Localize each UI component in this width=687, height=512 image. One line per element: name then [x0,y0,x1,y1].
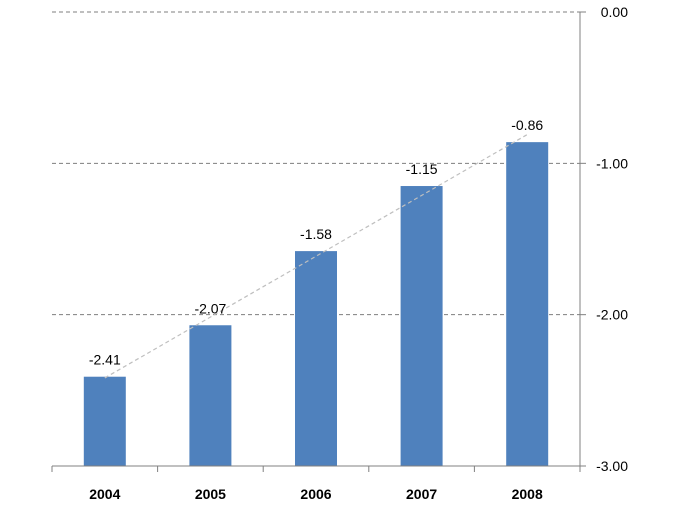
x-tick-labels: 2004 2005 2006 2007 2008 [89,486,543,502]
bar-2006 [295,251,337,466]
data-label: -2.41 [89,352,121,368]
x-tick-label: 2007 [406,486,437,502]
x-tick-label: 2005 [195,486,226,502]
axes [51,11,586,472]
gridlines [52,11,580,316]
y-tick-label: -3.00 [596,458,628,474]
bar-2007 [400,186,443,467]
data-labels: -2.41 -2.07 -1.58 -1.15 -0.86 [89,117,544,368]
trendline-group [104,134,528,379]
data-label: -0.86 [511,117,543,133]
y-tick-labels: 0.00 -1.00 -2.00 -3.00 [596,4,628,474]
trendline [104,134,528,379]
y-tick-label: -1.00 [596,155,628,171]
x-tick-label: 2008 [512,486,543,502]
data-label: -1.58 [300,226,332,242]
bar-2005 [189,325,232,466]
x-tick-label: 2006 [300,486,331,502]
x-tick-label: 2004 [89,486,120,502]
y-tick-label: -2.00 [596,307,628,323]
y-tick-label: 0.00 [601,4,628,20]
bar-2008 [506,142,549,466]
bars [83,142,549,467]
bar-2004 [83,376,126,466]
data-label: -1.15 [406,161,438,177]
data-label: -2.07 [194,300,226,316]
